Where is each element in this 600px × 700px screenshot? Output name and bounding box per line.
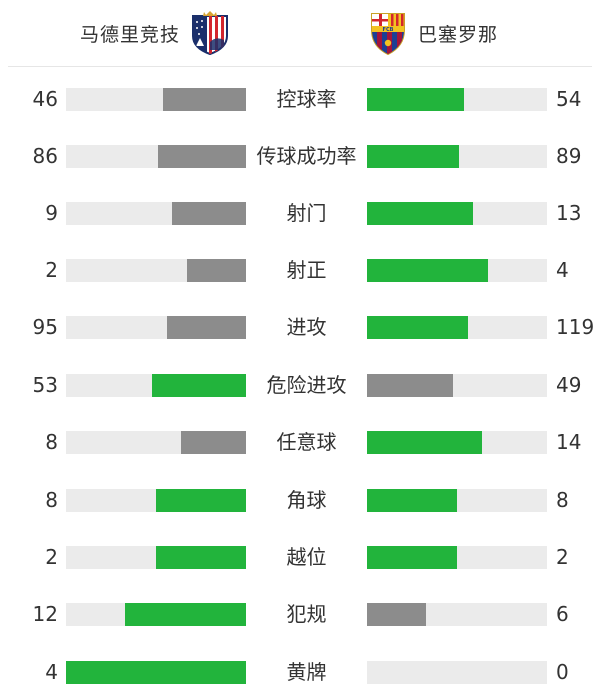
home-stat-value: 53 [32,373,58,397]
stat-row: 46 控球率 54 [0,79,600,119]
away-stat-value: 0 [556,660,569,684]
stat-row: 4 黄牌 0 [0,652,600,692]
away-stat-bar [367,374,547,397]
stat-label: 危险进攻 [266,373,347,397]
home-stat-value: 4 [45,660,58,684]
stat-label: 射门 [286,201,327,225]
home-stat-bar-fill [125,603,246,626]
away-stat-bar-fill [367,259,488,282]
home-stat-bar-fill [156,489,246,512]
stat-row: 9 射门 13 [0,193,600,233]
away-stat-value: 49 [556,373,582,397]
home-team[interactable]: 马德里竞技 [80,8,230,58]
stat-label: 控球率 [276,87,337,111]
away-stat-value: 119 [556,315,595,339]
home-stat-bar [66,145,246,168]
stat-label: 黄牌 [286,660,327,684]
home-stat-bar [66,202,246,225]
home-stat-value: 8 [45,488,58,512]
away-stat-bar-fill [367,145,459,168]
home-stat-bar-fill [152,374,246,397]
home-stat-bar [66,88,246,111]
home-stat-bar-fill [163,88,246,111]
away-stat-value: 14 [556,430,582,454]
home-stat-value: 8 [45,430,58,454]
home-stat-value: 46 [32,87,58,111]
stat-label: 犯规 [286,602,327,626]
away-stat-bar [367,546,547,569]
atletico-madrid-crest-icon [190,10,230,56]
away-stat-bar [367,603,547,626]
stat-row: 95 进攻 119 [0,307,600,347]
away-stat-value: 2 [556,545,569,569]
stat-label: 任意球 [276,430,337,454]
away-stat-value: 4 [556,258,569,282]
home-stat-value: 95 [32,315,58,339]
stat-label: 射正 [286,258,327,282]
stat-row: 2 射正 4 [0,250,600,290]
away-team[interactable]: FCB 巴塞罗那 [368,8,498,58]
stat-label: 角球 [286,488,327,512]
home-stat-bar [66,374,246,397]
away-stat-value: 6 [556,602,569,626]
home-stat-bar-fill [156,546,246,569]
home-stat-bar [66,489,246,512]
home-stat-bar [66,316,246,339]
home-stat-bar-fill [172,202,246,225]
away-stat-value: 13 [556,201,582,225]
away-stat-bar [367,316,547,339]
away-stat-bar-fill [367,374,453,397]
stat-row: 12 犯规 6 [0,594,600,634]
away-stat-bar-fill [367,88,464,111]
home-stat-bar-fill [158,145,246,168]
away-stat-bar [367,661,547,684]
home-stat-bar-fill [181,431,246,454]
away-stat-bar [367,431,547,454]
away-stat-bar-fill [367,202,473,225]
stat-row: 53 危险进攻 49 [0,365,600,405]
home-stat-value: 2 [45,545,58,569]
stat-row: 2 越位 2 [0,537,600,577]
away-stat-bar-fill [367,603,426,626]
home-stat-bar-fill [167,316,246,339]
match-header: 马德里竞技 [8,0,592,67]
fc-barcelona-crest-icon: FCB [368,10,408,56]
home-stat-value: 2 [45,258,58,282]
away-stat-bar-fill [367,316,468,339]
away-team-name: 巴塞罗那 [418,23,499,46]
home-stat-bar-fill [66,661,246,684]
away-stat-bar [367,259,547,282]
home-stat-bar [66,603,246,626]
stat-label: 进攻 [286,315,327,339]
away-stat-bar-fill [367,546,457,569]
stat-row: 8 角球 8 [0,480,600,520]
home-stat-bar [66,259,246,282]
stat-row: 86 传球成功率 89 [0,136,600,176]
stat-row: 8 任意球 14 [0,422,600,462]
away-stat-bar-fill [367,431,482,454]
stat-label: 传球成功率 [256,144,357,168]
away-stat-value: 89 [556,144,582,168]
home-stat-bar [66,431,246,454]
away-stat-bar [367,202,547,225]
home-stat-bar [66,661,246,684]
home-stat-bar [66,546,246,569]
home-team-name: 马德里竞技 [80,23,181,46]
away-stat-value: 54 [556,87,582,111]
svg-text:FCB: FCB [383,27,394,33]
home-stat-value: 9 [45,201,58,225]
stat-label: 越位 [286,545,327,569]
home-stat-bar-fill [187,259,246,282]
away-stat-bar-fill [367,489,457,512]
away-stat-bar [367,88,547,111]
home-stat-value: 12 [32,602,58,626]
away-stat-bar [367,145,547,168]
home-stat-value: 86 [32,144,58,168]
away-stat-bar [367,489,547,512]
away-stat-value: 8 [556,488,569,512]
